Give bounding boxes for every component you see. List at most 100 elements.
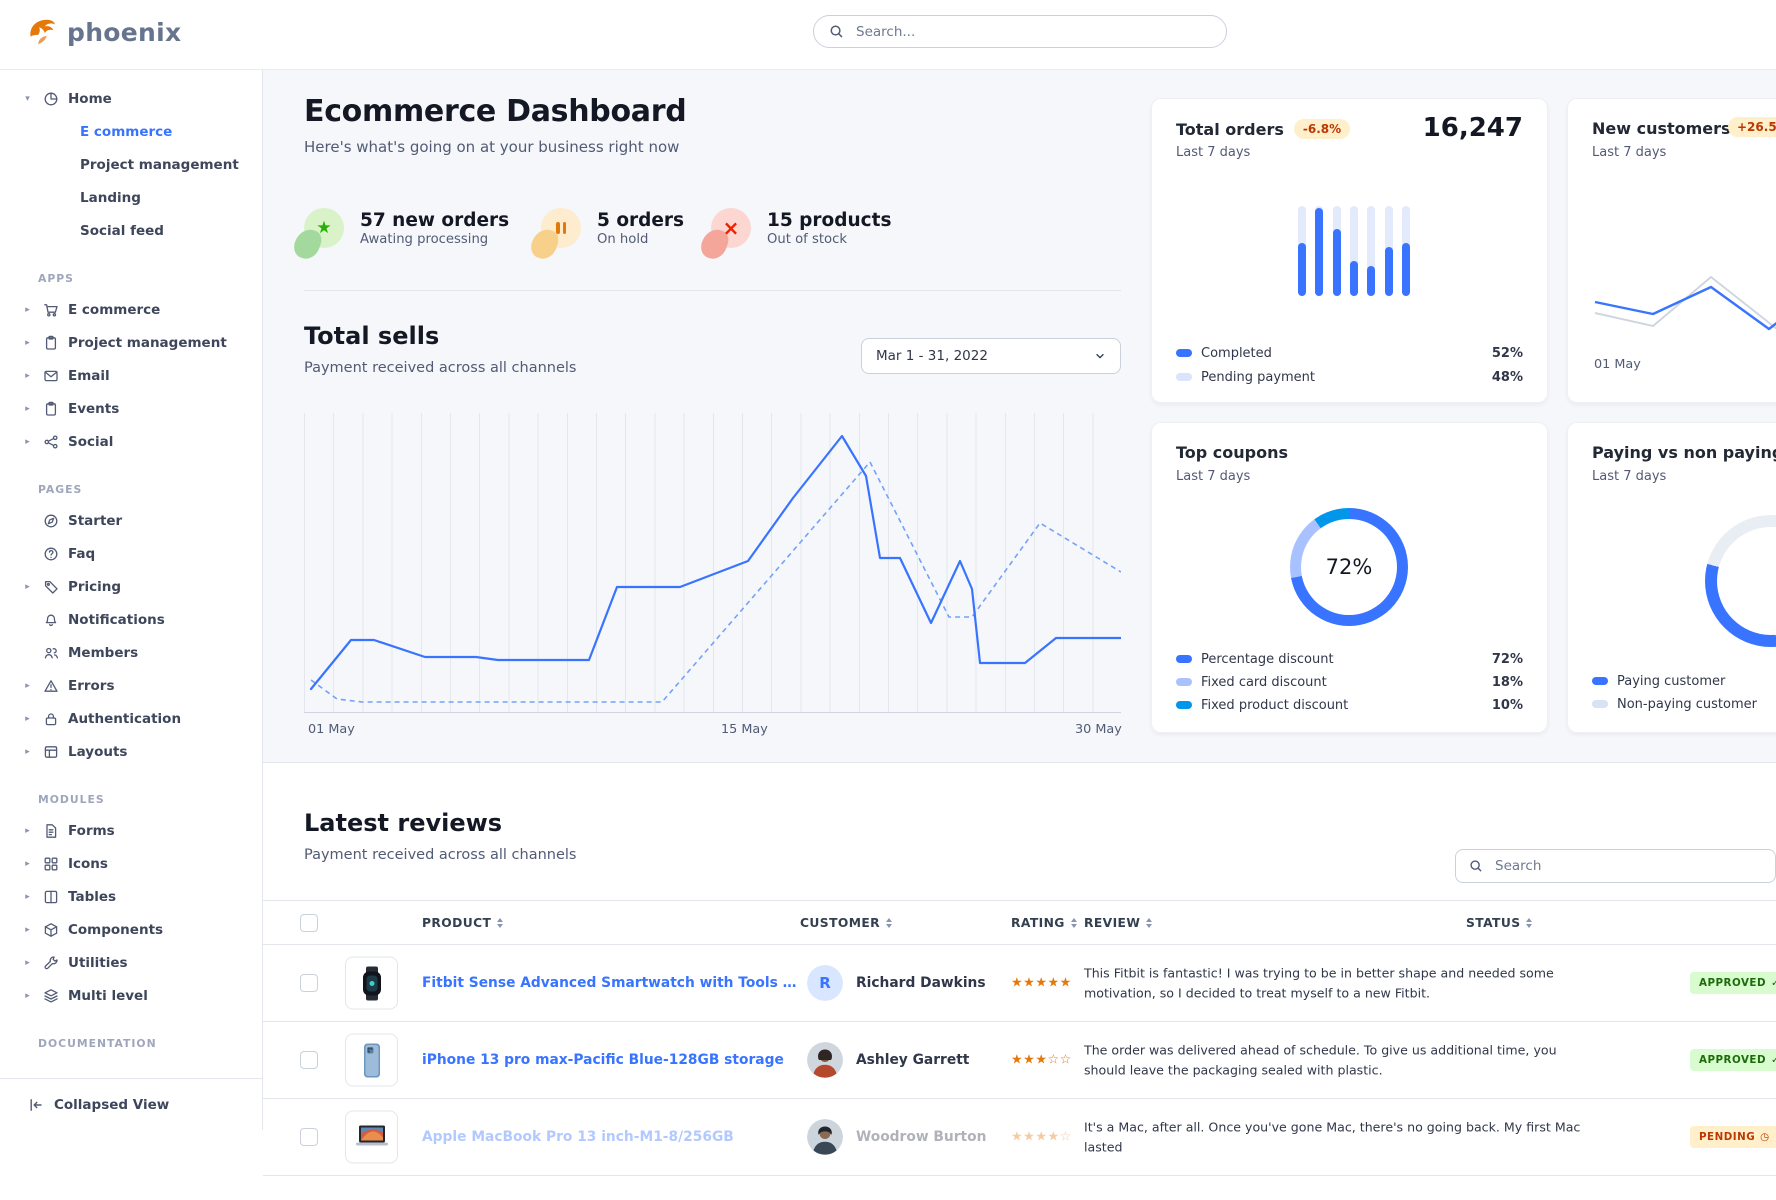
sidebar-item-label: Pricing — [68, 578, 122, 595]
sidebar-item-faq[interactable]: Faq — [0, 537, 262, 570]
clock-icon: ◷ — [1760, 1131, 1770, 1143]
star-icon: ★ — [304, 208, 344, 248]
row-checkbox[interactable] — [300, 974, 318, 992]
legend-row: Completed 52% — [1176, 343, 1523, 363]
star-icon: ★ — [1023, 1052, 1036, 1068]
sidebar-item-notifications[interactable]: Notifications — [0, 603, 262, 636]
sidebar-item-label: Project management — [68, 334, 227, 351]
row-checkbox[interactable] — [300, 1051, 318, 1069]
product-link[interactable]: iPhone 13 pro max-Pacific Blue-128GB sto… — [422, 1052, 784, 1068]
reviews-search-input[interactable] — [1493, 857, 1762, 875]
sidebar-item-errors[interactable]: ▸ Errors — [0, 669, 262, 702]
collapse-view-button[interactable]: Collapsed View — [0, 1078, 262, 1130]
sidebar-item-forms[interactable]: ▸ Forms — [0, 814, 262, 847]
sort-icon — [497, 917, 504, 928]
sidebar-item-starter[interactable]: Starter — [0, 504, 262, 537]
sidebar-item-label: Layouts — [68, 743, 128, 760]
status-badge: PENDING ◷ — [1690, 1126, 1776, 1148]
top-navbar: phoenix — [0, 0, 1776, 70]
sidebar-item-utilities[interactable]: ▸ Utilities — [0, 946, 262, 979]
columns-icon — [42, 888, 59, 905]
customer-name: Woodrow Burton — [856, 1129, 987, 1145]
legend-swatch — [1592, 700, 1608, 708]
collapse-view-label: Collapsed View — [54, 1096, 170, 1113]
select-all-checkbox[interactable] — [300, 913, 318, 932]
caret-right-icon: ▸ — [25, 825, 30, 836]
star-icon: ★ — [1011, 975, 1024, 991]
sidebar-item-social-feed[interactable]: Social feed — [0, 214, 262, 247]
star-icon: ★ — [1047, 975, 1060, 991]
sidebar-item-authentication[interactable]: ▸ Authentication — [0, 702, 262, 735]
caret-right-icon: ▸ — [25, 713, 30, 724]
reviews-subtitle: Payment received across all channels — [304, 847, 577, 863]
star-icon: ★ — [1011, 1052, 1024, 1068]
legend-label: Pending payment — [1201, 369, 1316, 385]
sidebar-item-label: Errors — [68, 677, 115, 694]
legend-row: Percentage discount 72% — [1176, 649, 1523, 669]
axis-tick: 01 May — [1594, 357, 1641, 372]
column-header-review[interactable]: REVIEW — [1084, 916, 1153, 930]
caret-right-icon: ▸ — [25, 990, 30, 1001]
column-header-rating[interactable]: RATING — [1011, 916, 1077, 930]
sidebar-section-label: MODULES — [38, 792, 105, 806]
product-link[interactable]: Fitbit Sense Advanced Smartwatch with To… — [422, 975, 802, 991]
reviews-search — [1455, 849, 1776, 883]
sidebar-item-tables[interactable]: ▸ Tables — [0, 880, 262, 913]
previous-period-line — [310, 460, 1122, 703]
sidebar-item-home[interactable]: ▾ Home — [0, 82, 262, 115]
sidebar-item-label: Members — [68, 644, 139, 661]
sidebar-item-label: Starter — [68, 512, 123, 529]
caret-right-icon: ▸ — [25, 370, 30, 381]
stat-new-orders: ★ 57 new orders Awating processing — [304, 208, 509, 248]
column-header-product[interactable]: PRODUCT — [422, 916, 504, 930]
sidebar-item-email[interactable]: ▸ Email — [0, 359, 262, 392]
sidebar-item-pricing[interactable]: ▸ Pricing — [0, 570, 262, 603]
sidebar-item-components[interactable]: ▸ Components — [0, 913, 262, 946]
avatar-initial: R — [807, 965, 843, 1001]
sidebar-item-label: Forms — [68, 822, 115, 839]
phoenix-logo-icon — [26, 16, 58, 48]
sidebar-item-members[interactable]: Members — [0, 636, 262, 669]
search-icon — [1469, 859, 1483, 873]
sidebar-item-project-management[interactable]: ▸ Project management — [0, 326, 262, 359]
sidebar-item-social[interactable]: ▸ Social — [0, 425, 262, 458]
total-sells-chart — [304, 413, 1123, 713]
sidebar-item-label: Authentication — [68, 710, 182, 727]
orders-bar-chart — [1298, 206, 1410, 296]
sidebar-item-icons[interactable]: ▸ Icons — [0, 847, 262, 880]
sort-icon — [1070, 917, 1077, 928]
collapse-icon — [27, 1096, 44, 1113]
layers-icon — [42, 987, 59, 1004]
product-image — [345, 956, 398, 1010]
sidebar-item-label: Social — [68, 433, 114, 450]
axis-tick: 30 May — [1075, 722, 1122, 737]
product-link[interactable]: Apple MacBook Pro 13 inch-M1-8/256GB — [422, 1129, 734, 1145]
card-period: Last 7 days — [1176, 145, 1251, 160]
axis-tick: 01 May — [308, 722, 355, 737]
caret-right-icon: ▸ — [25, 304, 30, 315]
date-range-value: Mar 1 - 31, 2022 — [876, 348, 988, 364]
rating-stars: ★★★★☆ — [1011, 1130, 1072, 1145]
caret-right-icon: ▸ — [25, 957, 30, 968]
sidebar-item-e-commerce[interactable]: ▸ E commerce — [0, 293, 262, 326]
bell-icon — [42, 611, 59, 628]
row-checkbox[interactable] — [300, 1128, 318, 1146]
brand-logo[interactable]: phoenix — [26, 16, 181, 48]
sidebar-item-layouts[interactable]: ▸ Layouts — [0, 735, 262, 768]
legend-row: Pending payment 48% — [1176, 367, 1523, 387]
sort-icon — [1526, 917, 1533, 928]
sidebar-item-e-commerce[interactable]: E commerce — [0, 115, 262, 148]
new-customers-line-chart — [1594, 275, 1776, 331]
star-icon: ☆ — [1059, 1052, 1072, 1068]
search-input[interactable] — [854, 22, 1211, 41]
sidebar-item-events[interactable]: ▸ Events — [0, 392, 262, 425]
sidebar-item-label: Events — [68, 400, 120, 417]
column-header-status[interactable]: STATUS — [1466, 916, 1533, 930]
sidebar-item-project-management[interactable]: Project management — [0, 148, 262, 181]
sidebar-item-multi-level[interactable]: ▸ Multi level — [0, 979, 262, 1012]
sidebar-item-landing[interactable]: Landing — [0, 181, 262, 214]
date-range-select[interactable]: Mar 1 - 31, 2022 — [861, 338, 1121, 374]
column-header-customer[interactable]: CUSTOMER — [800, 916, 893, 930]
legend-label: Fixed card discount — [1201, 674, 1327, 690]
card-period: Last 7 days — [1176, 469, 1251, 484]
